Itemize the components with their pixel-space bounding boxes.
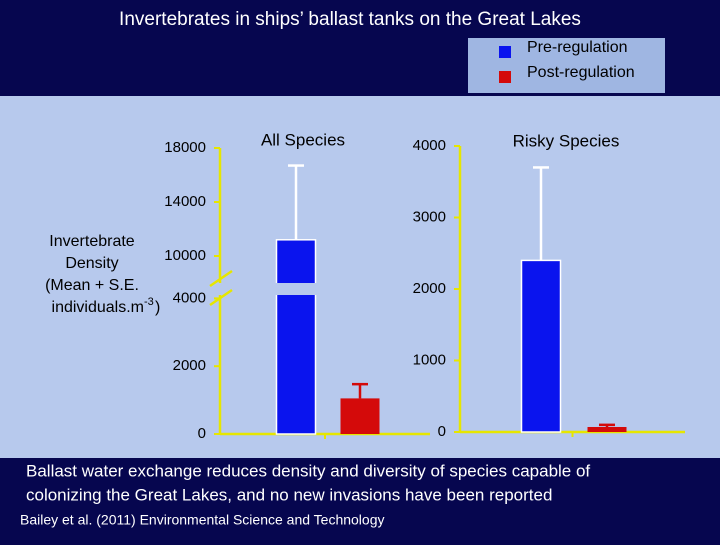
y-tick-label: 18000 bbox=[164, 139, 206, 156]
axis-break-mark bbox=[209, 269, 233, 288]
axis-break-mark bbox=[209, 288, 233, 307]
y-label-line: individuals.m bbox=[52, 299, 144, 316]
chart-title: All Species bbox=[261, 130, 345, 149]
legend-swatch bbox=[499, 71, 511, 83]
legend-label: Pre-regulation bbox=[527, 39, 628, 56]
citation: Bailey et al. (2011) Environmental Scien… bbox=[20, 512, 384, 528]
caption-line: colonizing the Great Lakes, and no new i… bbox=[26, 485, 552, 504]
axis-break-gap bbox=[218, 283, 319, 295]
y-label-line: Invertebrate bbox=[49, 233, 134, 250]
y-tick-label: 4000 bbox=[413, 137, 446, 154]
y-tick-label: 3000 bbox=[413, 208, 446, 225]
y-tick-label: 0 bbox=[438, 423, 446, 440]
y-tick-label: 2000 bbox=[413, 280, 446, 297]
y-tick-label: 2000 bbox=[173, 357, 206, 374]
y-tick-label: 1000 bbox=[413, 351, 446, 368]
bar bbox=[340, 398, 380, 434]
y-tick-label: 4000 bbox=[173, 289, 206, 306]
chart-title: Risky Species bbox=[513, 131, 620, 150]
bar bbox=[520, 259, 562, 433]
y-tick-label: 14000 bbox=[164, 193, 206, 210]
bar bbox=[275, 239, 317, 435]
y-tick-label: 0 bbox=[198, 425, 206, 442]
caption-line: Ballast water exchange reduces density a… bbox=[26, 461, 590, 480]
legend-swatch bbox=[499, 46, 511, 58]
y-label-line: Density bbox=[65, 255, 118, 272]
y-label-end: ) bbox=[155, 299, 160, 316]
y-axis-label: Invertebrate Density (Mean + S.E. indivi… bbox=[45, 233, 160, 316]
y-label-line: (Mean + S.E. bbox=[45, 277, 139, 294]
slide-title: Invertebrates in ships’ ballast tanks on… bbox=[119, 9, 581, 30]
y-label-sup: -3 bbox=[144, 296, 154, 308]
legend-label: Post-regulation bbox=[527, 64, 635, 81]
y-tick-label: 10000 bbox=[164, 247, 206, 264]
bar bbox=[587, 426, 627, 432]
